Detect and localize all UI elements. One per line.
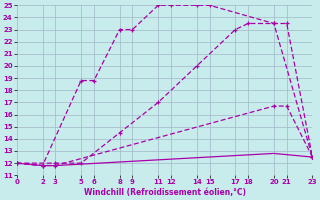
X-axis label: Windchill (Refroidissement éolien,°C): Windchill (Refroidissement éolien,°C): [84, 188, 246, 197]
